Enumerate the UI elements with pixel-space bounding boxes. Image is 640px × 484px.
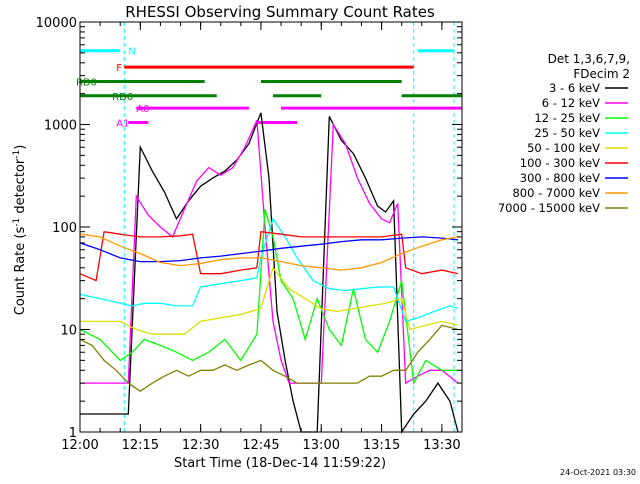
series-line	[80, 120, 459, 385]
chart-title: RHESSI Observing Summary Count Rates	[125, 3, 435, 21]
legend-entry-label: 3 - 6 keV	[549, 81, 600, 95]
y-axis-label: Count Rate (s-1 detector-1)	[12, 145, 28, 316]
legend-entry-label: 50 - 100 keV	[527, 141, 600, 155]
legend-entry-label: 100 - 300 keV	[520, 156, 600, 170]
series-line	[79, 217, 459, 323]
y-tick-label: 1	[69, 426, 77, 441]
x-tick-label: 13:00	[303, 438, 340, 453]
x-axis-label: Start Time (18-Dec-14 11:59:22)	[174, 456, 386, 471]
y-tick-label: 10000	[36, 16, 77, 31]
x-tick-label: 13:15	[363, 438, 400, 453]
x-tick-label: 12:45	[242, 438, 279, 453]
series-line	[79, 233, 459, 271]
y-axis-label-part: )	[13, 145, 28, 150]
x-tick-label: 12:30	[182, 438, 219, 453]
x-tick-label: 12:00	[61, 438, 98, 453]
y-tick-label: 10	[60, 324, 77, 339]
legend-entry-label: 7000 - 15000 keV	[498, 201, 600, 215]
legend-title: Det 1,3,6,7,9,	[548, 52, 630, 66]
x-tick-label: 12:15	[122, 438, 159, 453]
y-tick-label: 1000	[44, 119, 77, 134]
flag-label-f: F	[116, 63, 122, 74]
y-axis-label-part: detector	[13, 158, 28, 218]
flag-label-rd0: RD0	[76, 77, 97, 88]
axes-layer: 12:00 12:15 12:30 12:45 13:00 13:15 13:30 1 10 10…	[36, 16, 463, 453]
footer-timestamp: 24-Oct-2021 03:30	[560, 468, 636, 477]
legend-entry-label: 12 - 25 keV	[534, 111, 600, 125]
series-line	[79, 236, 459, 263]
series-line	[79, 208, 458, 386]
y-axis-label-sup: -1	[12, 150, 22, 159]
flag-label-a1: A1	[116, 118, 129, 129]
flag-label-rd6: RD6	[112, 92, 133, 103]
legend-subtitle: FDecim 2	[573, 67, 630, 81]
series-layer	[79, 112, 459, 435]
y-tick-label: 100	[52, 221, 77, 236]
y-axis-label-part: Count Rate (s	[13, 227, 28, 316]
series-line	[80, 266, 459, 335]
series-line	[79, 230, 459, 282]
flag-label-a0: A0	[136, 104, 149, 115]
series-line	[80, 112, 459, 435]
y-axis-label-sup: -1	[12, 218, 22, 227]
series-line	[79, 324, 459, 392]
legend-entry-label: 300 - 800 keV	[520, 171, 600, 185]
legend-entry-label: 6 - 12 keV	[542, 96, 600, 110]
legend-entry-label: 800 - 7000 keV	[512, 186, 600, 200]
flag-label-n: N	[128, 47, 135, 58]
legend-entry-label: 25 - 50 keV	[534, 126, 600, 140]
x-tick-label: 13:30	[423, 438, 460, 453]
